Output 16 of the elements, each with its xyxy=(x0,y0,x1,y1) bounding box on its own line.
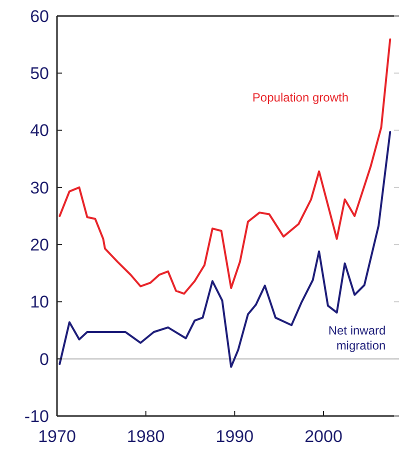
line-series xyxy=(58,38,392,295)
text: Population growth xyxy=(252,90,349,105)
y-tick-label: 30 xyxy=(30,178,49,198)
y-tick-label: 0 xyxy=(40,350,49,369)
x-tick-label: 1980 xyxy=(126,427,165,446)
y-tick-label: 60 xyxy=(30,6,49,26)
x-tick-label: 1970 xyxy=(38,427,76,446)
y-tick-label: -10 xyxy=(24,406,49,426)
y-tick-label: 40 xyxy=(30,121,49,140)
series-label: Net inward migration xyxy=(328,323,386,352)
y-tick-label: 10 xyxy=(30,292,49,312)
x-tick-label: 2000 xyxy=(304,427,342,446)
y-tick-label: 20 xyxy=(30,236,49,255)
line-series xyxy=(58,131,392,368)
x-tick-label: 1990 xyxy=(216,427,254,446)
y-tick-label: 50 xyxy=(30,64,49,84)
